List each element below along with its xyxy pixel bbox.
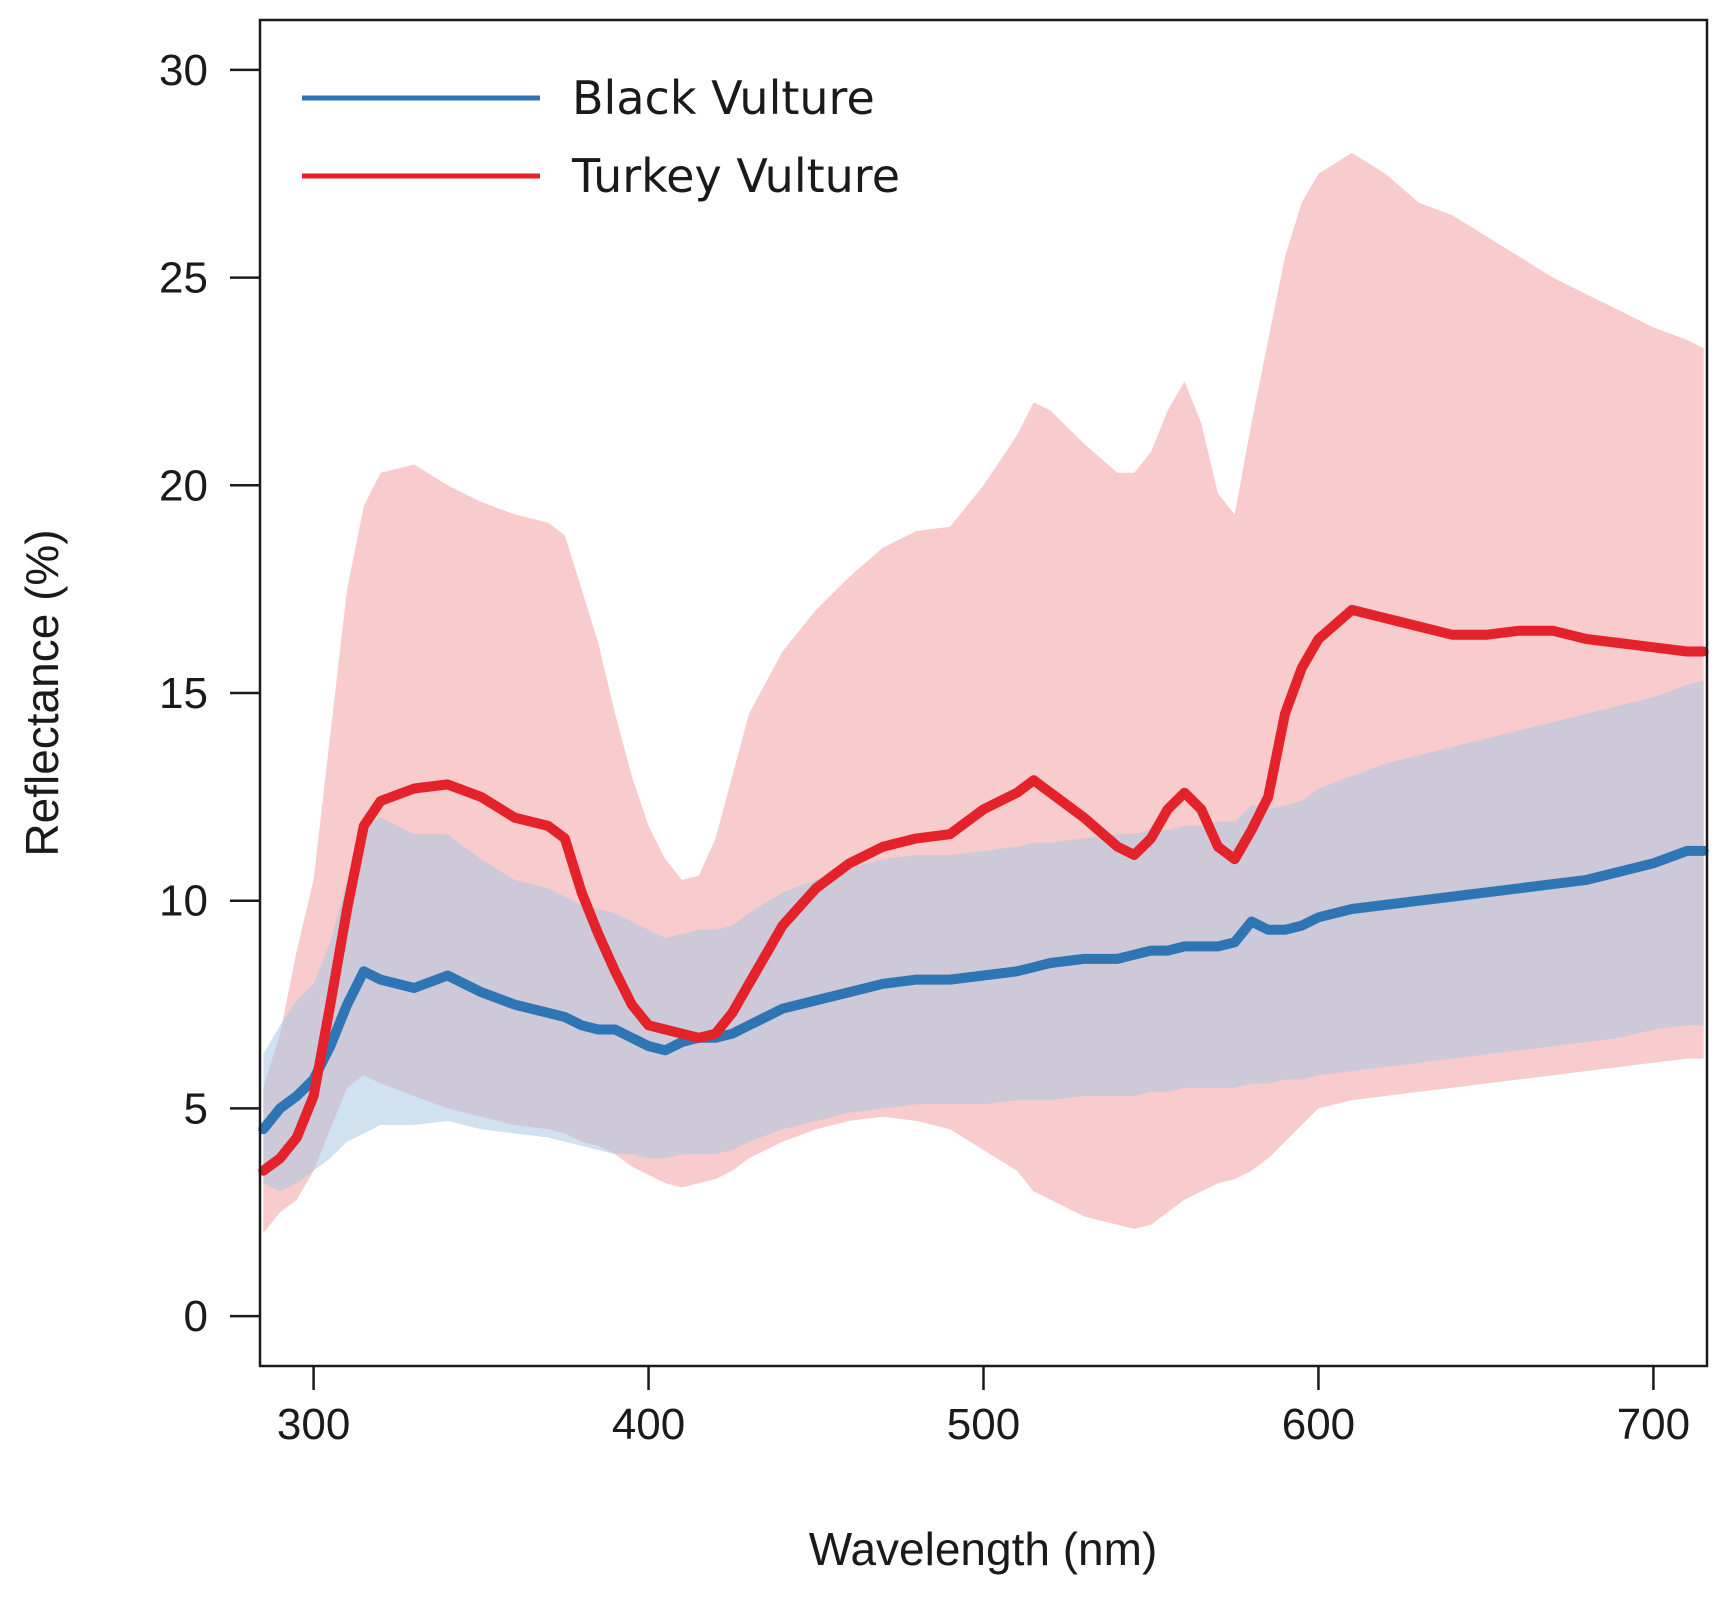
legend: Black Vulture Turkey Vulture xyxy=(302,71,900,203)
y-tick-label-0: 0 xyxy=(184,1292,208,1341)
y-tick-label-10: 10 xyxy=(159,877,208,926)
black-vulture-line xyxy=(258,845,1709,1135)
y-tick-label-20: 20 xyxy=(159,461,208,510)
black-vulture-band xyxy=(263,680,1704,1192)
y-tick-label-25: 25 xyxy=(159,254,208,303)
y-tick-label-5: 5 xyxy=(184,1084,208,1133)
y-axis: 0 5 10 15 20 25 30 xyxy=(159,46,260,1341)
x-tick-label-500: 500 xyxy=(947,1400,1020,1449)
turkey-vulture-line xyxy=(258,604,1709,1176)
y-tick-label-30: 30 xyxy=(159,46,208,95)
x-tick-label-600: 600 xyxy=(1282,1400,1355,1449)
x-tick-label-400: 400 xyxy=(612,1400,685,1449)
black-vulture-legend-label: Black Vulture xyxy=(572,71,875,125)
confidence-bands xyxy=(263,152,1704,1234)
y-axis-title: Reflectance (%) xyxy=(16,529,68,856)
x-axis-title: Wavelength (nm) xyxy=(809,1523,1158,1575)
series-lines xyxy=(258,604,1709,1176)
y-tick-label-15: 15 xyxy=(159,669,208,718)
turkey-vulture-legend-label: Turkey Vulture xyxy=(571,149,900,203)
x-tick-label-300: 300 xyxy=(277,1400,350,1449)
x-axis: 300 400 500 600 700 xyxy=(277,1366,1690,1449)
x-tick-label-700: 700 xyxy=(1617,1400,1690,1449)
